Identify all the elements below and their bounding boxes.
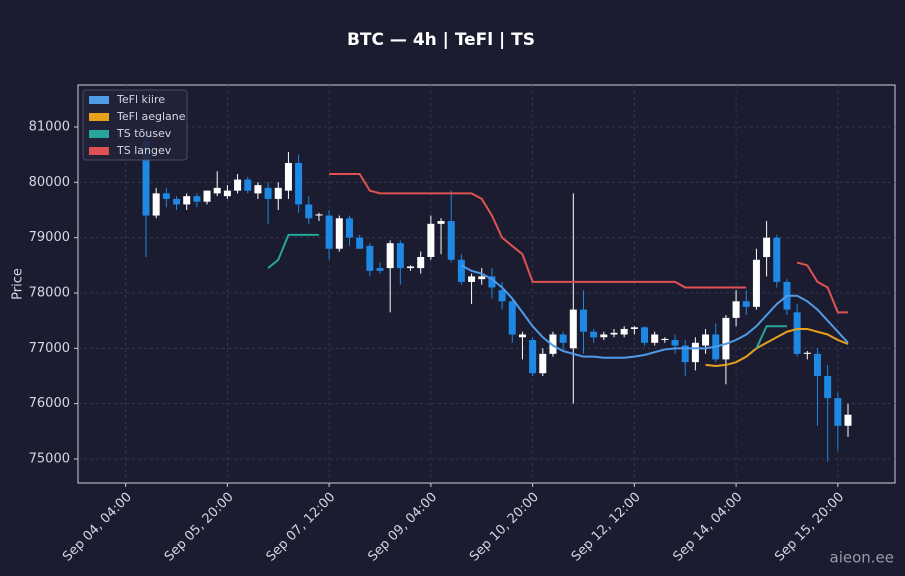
- candle-body: [773, 237, 781, 282]
- candle-body: [508, 301, 516, 335]
- indicator-line: [705, 327, 849, 368]
- candle-body: [335, 218, 343, 249]
- candle-body: [691, 342, 699, 363]
- candle-body: [793, 312, 801, 354]
- candle-body: [752, 259, 760, 307]
- indicator-line: [796, 261, 848, 314]
- candle-body: [803, 352, 811, 354]
- candle-body: [478, 276, 486, 280]
- y-tick-label: 78000: [29, 285, 70, 300]
- legend-swatch: [89, 130, 109, 138]
- candle-body: [600, 334, 608, 338]
- y-tick-label: 75000: [29, 451, 70, 466]
- legend-box: [82, 89, 188, 161]
- legend-label: TeFl aeglane: [116, 110, 186, 123]
- candle-body: [620, 328, 628, 335]
- candle-body: [457, 259, 465, 282]
- candle-body: [539, 353, 547, 374]
- candle-body: [417, 257, 425, 269]
- candle-body: [396, 243, 404, 269]
- candle-body: [254, 185, 262, 194]
- candle-body: [834, 398, 842, 426]
- candle-body: [824, 375, 832, 399]
- candle-body: [284, 162, 292, 191]
- y-tick-label: 76000: [29, 396, 70, 411]
- candle-body: [244, 179, 252, 191]
- candle-body: [661, 338, 669, 341]
- candle-body: [183, 196, 191, 205]
- candle-body: [641, 327, 649, 343]
- candle-body: [295, 162, 303, 205]
- y-tick-label: 79000: [29, 230, 70, 245]
- candle-body: [702, 334, 710, 346]
- legend-label: TS tõusev: [116, 127, 172, 140]
- indicator-line: [267, 233, 319, 269]
- indicator-line: [755, 325, 787, 349]
- candle-body: [468, 276, 476, 282]
- candle-body: [651, 334, 659, 343]
- candle-body: [213, 187, 221, 194]
- candle-body: [142, 140, 150, 216]
- candle-body: [376, 268, 384, 271]
- legend-swatch: [89, 147, 109, 155]
- candle-body: [274, 187, 282, 199]
- legend-label: TS langev: [116, 144, 172, 157]
- y-tick-label: 80000: [29, 175, 70, 190]
- y-tick-label: 81000: [29, 119, 70, 134]
- candle-body: [162, 193, 170, 199]
- candle-body: [569, 309, 577, 349]
- candle-body: [681, 345, 689, 363]
- candle-body: [671, 340, 679, 346]
- candle-body: [844, 414, 852, 426]
- candle-body: [590, 331, 598, 338]
- chart-title: BTC — 4h | TeFl | TS: [347, 30, 535, 50]
- legend-swatch: [89, 113, 109, 121]
- candle-body: [366, 245, 374, 271]
- candle-body: [813, 353, 821, 376]
- candle-body: [305, 204, 313, 219]
- y-axis-label: Price: [11, 268, 26, 300]
- candle-body: [386, 243, 394, 269]
- legend-label: TeFl kiire: [116, 93, 165, 106]
- candle-body: [264, 187, 272, 199]
- candle-body: [356, 237, 364, 249]
- candle-body: [447, 221, 455, 260]
- candle-body: [559, 334, 567, 343]
- candle-body: [427, 223, 435, 258]
- candle-body: [193, 196, 201, 202]
- watermark: aieon.ee: [830, 549, 895, 567]
- candle-body: [722, 317, 730, 360]
- candle-body: [579, 309, 587, 332]
- indicator-line: [329, 173, 747, 289]
- candle-body: [407, 266, 415, 269]
- candle-body: [732, 301, 740, 318]
- candle-body: [630, 327, 638, 329]
- candle-body: [763, 237, 771, 258]
- candle-body: [437, 221, 445, 224]
- candle-body: [223, 190, 231, 197]
- candle-body: [529, 340, 537, 374]
- candle-body: [203, 190, 211, 202]
- candle-body: [488, 276, 496, 288]
- candle-body: [742, 301, 750, 307]
- candle-body: [498, 290, 506, 302]
- indicator-line: [460, 264, 849, 359]
- candle-body: [234, 179, 242, 191]
- candle-body: [549, 334, 557, 354]
- y-tick-label: 77000: [29, 341, 70, 356]
- candle-body: [315, 214, 323, 216]
- candle-body: [173, 198, 181, 205]
- candle-body: [610, 332, 618, 335]
- legend-swatch: [89, 96, 109, 104]
- candle-body: [518, 334, 526, 338]
- candle-body: [325, 215, 333, 249]
- candle-body: [152, 193, 160, 216]
- candle-body: [345, 218, 353, 238]
- plot-frame: [77, 84, 896, 484]
